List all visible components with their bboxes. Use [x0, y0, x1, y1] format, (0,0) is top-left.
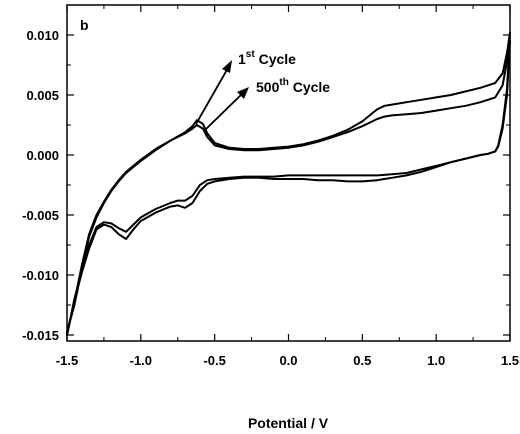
panel-label: b	[80, 17, 89, 33]
y-tick-label: 0.010	[26, 28, 59, 43]
annotation-500th-sup: th	[279, 77, 288, 88]
x-axis-title: Potential / V	[248, 415, 329, 431]
annotation-1st-sup: st	[246, 49, 256, 60]
y-tick-label: -0.010	[22, 268, 59, 283]
x-tick-label: 0.5	[353, 353, 371, 368]
arrowhead-1st-cycle	[222, 60, 232, 73]
x-tick-label: 1.0	[427, 353, 445, 368]
annotation-500th-base: 500	[256, 79, 280, 95]
annotation-500th-text: Cycle	[289, 79, 330, 95]
x-tick-label: 0.0	[279, 353, 297, 368]
arrowhead-500th-cycle	[237, 87, 249, 99]
x-tick-label: -0.5	[203, 353, 225, 368]
x-tick-label: 1.5	[501, 353, 519, 368]
cv-series-line-2	[66, 40, 511, 336]
annotation-500th-cycle: 500th Cycle	[256, 77, 330, 95]
plot-frame	[66, 4, 511, 342]
y-tick-label: 0.005	[26, 88, 59, 103]
annotation-1st-cycle: 1st Cycle	[238, 49, 296, 67]
y-tick-labels: -0.015 -0.010 -0.005 0.000 0.005 0.010	[22, 28, 59, 343]
cv-curves	[66, 31, 511, 336]
x-tick-labels: -1.5 -1.0 -0.5 0.0 0.5 1.0 1.5	[56, 353, 519, 368]
x-tick-label: -1.5	[56, 353, 78, 368]
annotation-arrows	[195, 67, 244, 131]
y-tick-label: 0.000	[26, 148, 59, 163]
arrow-500th-cycle	[204, 92, 244, 131]
annotation-1st-text: Cycle	[255, 51, 296, 67]
annotation-1st-base: 1	[238, 51, 246, 67]
y-tick-label: -0.005	[22, 208, 59, 223]
arrow-1st-cycle	[195, 67, 229, 125]
x-tick-label: -1.0	[130, 353, 152, 368]
y-tick-label: -0.015	[22, 328, 59, 343]
